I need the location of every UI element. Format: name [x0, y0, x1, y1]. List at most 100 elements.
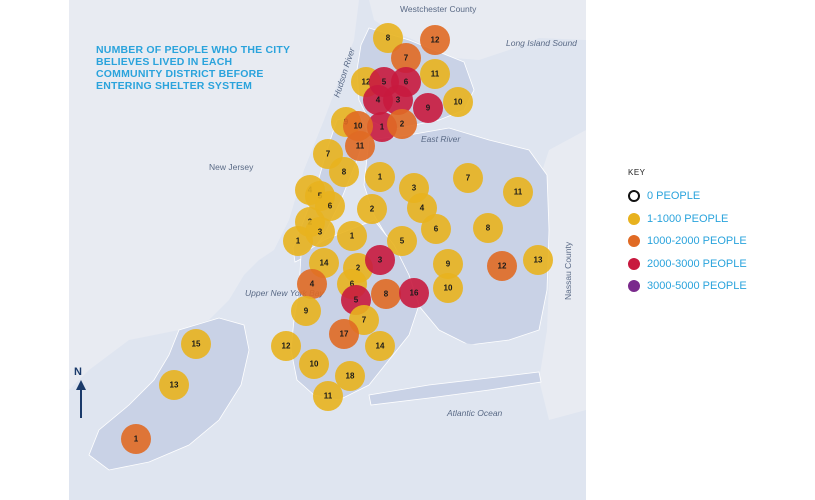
- district-number: 12: [431, 36, 440, 45]
- district-number: 12: [362, 78, 371, 87]
- district-number: 13: [170, 381, 179, 390]
- district-marker: 3: [383, 85, 413, 115]
- district-circle: [487, 251, 517, 281]
- district-marker: 1: [337, 221, 367, 251]
- legend-item: 2000-3000 PEOPLE: [628, 253, 808, 276]
- legend-item: 3000-5000 PEOPLE: [628, 275, 808, 298]
- district-number: 11: [431, 70, 440, 79]
- legend-swatch: [628, 212, 640, 225]
- district-marker: 15: [181, 329, 211, 359]
- district-number: 2: [356, 264, 361, 273]
- district-number: 2: [370, 205, 375, 214]
- district-marker: 10: [299, 349, 329, 379]
- district-number: 15: [192, 340, 201, 349]
- district-marker: 10: [443, 87, 473, 117]
- district-number: 7: [362, 316, 367, 325]
- district-marker: 9: [433, 249, 463, 279]
- district-number: 1: [378, 173, 383, 182]
- district-marker: 6: [315, 191, 345, 221]
- district-marker: 3: [365, 245, 395, 275]
- district-circle: [421, 214, 451, 244]
- district-marker: 18: [335, 361, 365, 391]
- district-marker: 8: [329, 157, 359, 187]
- district-circle: [523, 245, 553, 275]
- district-marker: 5: [387, 226, 417, 256]
- district-number: 4: [376, 96, 381, 105]
- district-number: 8: [486, 224, 491, 233]
- district-marker: 12: [271, 331, 301, 361]
- district-circle: [383, 85, 413, 115]
- legend-swatch: [628, 190, 640, 203]
- district-marker: 8: [371, 279, 401, 309]
- district-marker: 11: [345, 131, 375, 161]
- district-circle: [365, 162, 395, 192]
- district-circle: [420, 25, 450, 55]
- district-number: 1: [380, 123, 385, 132]
- district-circle: [453, 163, 483, 193]
- legend-label: 3000-5000 PEOPLE: [647, 280, 747, 293]
- district-circle: [159, 370, 189, 400]
- district-marker: 12: [420, 25, 450, 55]
- district-number: 11: [514, 188, 523, 197]
- westchester-label: Westchester County: [400, 4, 477, 14]
- district-number: 1: [350, 232, 355, 241]
- district-circle: [299, 349, 329, 379]
- district-number: 8: [386, 34, 391, 43]
- district-number: 8: [384, 290, 389, 299]
- district-number: 9: [446, 260, 451, 269]
- legend: KEY 0 PEOPLE 1-1000 PEOPLE 1000-2000 PEOPL…: [628, 168, 808, 298]
- district-circle: [315, 191, 345, 221]
- legend-label: 2000-3000 PEOPLE: [647, 257, 747, 270]
- legend-item: 1-1000 PEOPLE: [628, 208, 808, 231]
- district-number: 14: [320, 259, 329, 268]
- district-number: 6: [328, 202, 333, 211]
- district-circle: [297, 269, 327, 299]
- district-number: 3: [378, 256, 383, 265]
- westchester-land: [369, 0, 586, 60]
- district-number: 3: [318, 228, 323, 237]
- district-circle: [329, 157, 359, 187]
- legend-item: 1000-2000 PEOPLE: [628, 230, 808, 253]
- district-marker: 2: [357, 194, 387, 224]
- district-marker: 11: [313, 381, 343, 411]
- long-island-sound-label: Long Island Sound: [506, 38, 577, 48]
- district-marker: 13: [159, 370, 189, 400]
- district-marker: 13: [523, 245, 553, 275]
- district-number: 9: [304, 307, 309, 316]
- district-marker: 1: [121, 424, 151, 454]
- atlantic-ocean-label: Atlantic Ocean: [446, 408, 503, 418]
- district-number: 14: [376, 342, 385, 351]
- district-number: 7: [326, 150, 331, 159]
- district-circle: [357, 194, 387, 224]
- district-number: 4: [310, 280, 315, 289]
- district-marker: 17: [329, 319, 359, 349]
- district-marker: 9: [413, 93, 443, 123]
- district-marker: 7: [453, 163, 483, 193]
- district-circle: [433, 273, 463, 303]
- district-circle: [365, 331, 395, 361]
- district-number: 5: [354, 296, 359, 305]
- district-circle: [391, 43, 421, 73]
- district-number: 16: [410, 289, 419, 298]
- district-circle: [313, 381, 343, 411]
- district-number: 10: [444, 284, 453, 293]
- district-marker: 2: [387, 109, 417, 139]
- district-circle: [387, 109, 417, 139]
- nassau-county-label: Nassau County: [563, 241, 573, 300]
- district-number: 11: [356, 142, 365, 151]
- rockaway-land: [368, 371, 542, 406]
- district-circle: [371, 279, 401, 309]
- district-marker: 14: [365, 331, 395, 361]
- district-number: 7: [404, 54, 409, 63]
- district-circle: [345, 131, 375, 161]
- district-number: 6: [350, 280, 355, 289]
- district-circle: [329, 319, 359, 349]
- district-number: 10: [454, 98, 463, 107]
- new-jersey-label: New Jersey: [209, 162, 254, 172]
- district-circle: [181, 329, 211, 359]
- upper-new-york-bay-label: Upper New York Bay: [245, 288, 324, 298]
- nassau-land: [539, 130, 586, 420]
- district-number: 8: [342, 168, 347, 177]
- district-number: 6: [404, 78, 409, 87]
- legend-title: KEY: [628, 168, 646, 177]
